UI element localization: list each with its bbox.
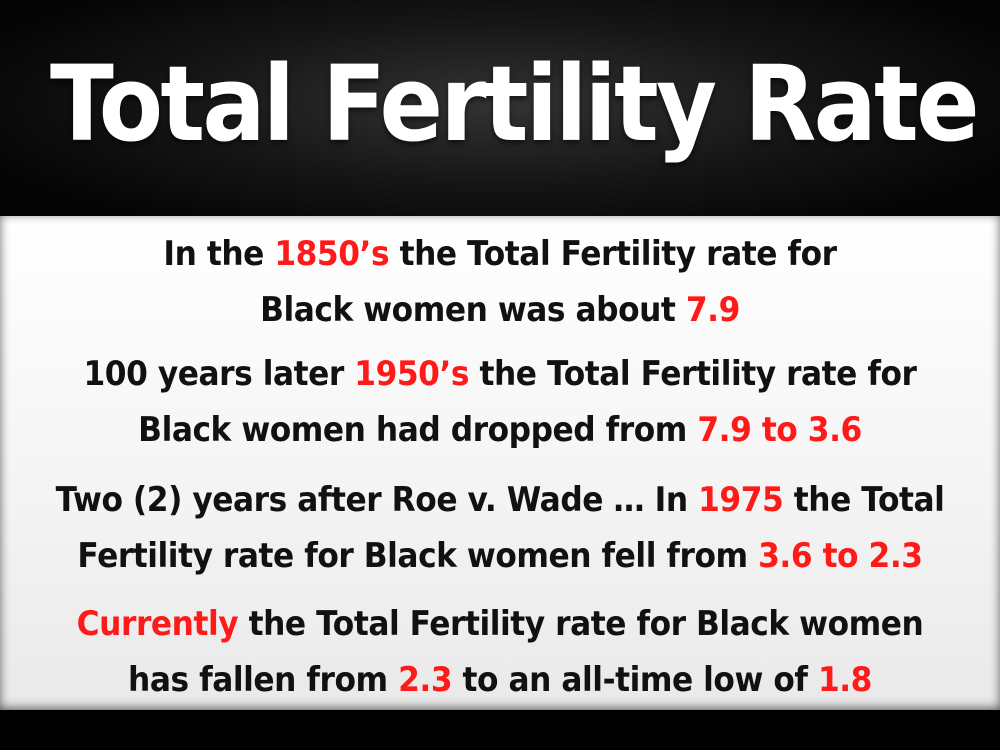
paragraph-line: has fallen from 2.3 to an all-time low o… xyxy=(40,652,960,708)
highlight-text: Currently xyxy=(76,604,239,644)
paragraph-line: Two (2) years after Roe v. Wade … In 197… xyxy=(40,472,960,528)
highlight-text: 1950’s xyxy=(354,354,470,394)
paragraph-line: Currently the Total Fertility rate for B… xyxy=(40,596,960,652)
paragraph-1850s: In the 1850’s the Total Fertility rate f… xyxy=(0,226,1000,338)
paragraph-1975: Two (2) years after Roe v. Wade … In 197… xyxy=(0,472,1000,584)
text-segment: In the xyxy=(163,234,275,274)
highlight-text: 2.3 xyxy=(398,660,453,700)
text-segment: the Total Fertility rate for xyxy=(389,234,837,274)
text-segment: Fertility rate for Black women fell from xyxy=(77,536,759,576)
highlight-text: 7.9 to 3.6 xyxy=(697,410,862,450)
paragraph-line: In the 1850’s the Total Fertility rate f… xyxy=(40,226,960,282)
highlight-text: 3.6 to 2.3 xyxy=(758,536,923,576)
paragraph-currently: Currently the Total Fertility rate for B… xyxy=(0,596,1000,708)
text-segment: the Total Fertility rate for xyxy=(469,354,917,394)
slide-title: Total Fertility Rate xyxy=(50,43,980,165)
text-segment: has fallen from xyxy=(128,660,399,700)
text-segment: the Total xyxy=(783,480,945,520)
bottom-bar xyxy=(0,710,1000,750)
text-segment: the Total Fertility rate for Black women xyxy=(238,604,924,644)
paragraph-line: Black women was about 7.9 xyxy=(40,282,960,338)
paragraph-1950s: 100 years later 1950’s the Total Fertili… xyxy=(0,346,1000,458)
text-segment: Black women was about xyxy=(260,290,686,330)
text-segment: to an all-time low of xyxy=(452,660,818,700)
text-segment: 100 years later xyxy=(83,354,355,394)
text-segment: Two (2) years after Roe v. Wade … In xyxy=(55,480,699,520)
highlight-text: 7.9 xyxy=(685,290,740,330)
content-panel xyxy=(0,216,1000,710)
highlight-text: 1850’s xyxy=(274,234,390,274)
paragraph-line: Fertility rate for Black women fell from… xyxy=(40,528,960,584)
highlight-text: 1.8 xyxy=(817,660,872,700)
paragraph-line: 100 years later 1950’s the Total Fertili… xyxy=(40,346,960,402)
text-segment: Black women had dropped from xyxy=(138,410,698,450)
highlight-text: 1975 xyxy=(698,480,784,520)
title-band: Total Fertility Rate xyxy=(0,0,1000,228)
paragraph-line: Black women had dropped from 7.9 to 3.6 xyxy=(40,402,960,458)
